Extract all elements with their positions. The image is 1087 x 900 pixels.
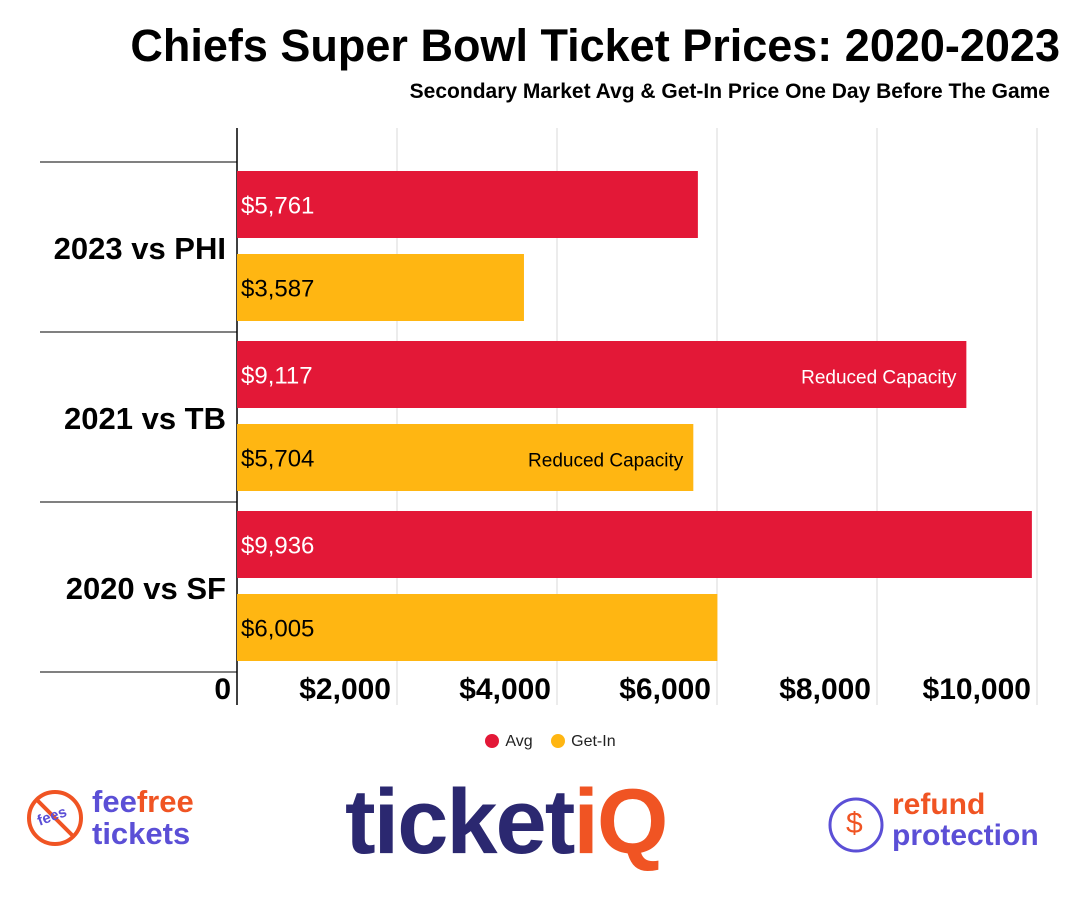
bar-annotation: Reduced Capacity xyxy=(801,368,957,389)
bar-avg xyxy=(237,171,698,238)
x-tick-label: 0 xyxy=(214,673,231,706)
bar-get-in xyxy=(237,594,718,661)
legend-getin-label: Get-In xyxy=(571,733,616,750)
x-tick-label: $6,000 xyxy=(619,673,711,706)
bar-chart: 0 $2,000 $4,000 $6,000 $8,000 $10,000 2023 vs … xyxy=(40,128,1038,706)
data-label: $9,936 xyxy=(241,533,314,560)
logo-protection: protection xyxy=(892,819,1039,852)
bar-avg xyxy=(237,511,1032,578)
legend-avg-label: Avg xyxy=(505,733,533,750)
legend: Avg Get-In xyxy=(0,733,1087,751)
x-tick-label: $8,000 xyxy=(779,673,871,706)
data-label: $9,117 xyxy=(241,363,313,390)
x-tick-label: $10,000 xyxy=(923,673,1031,706)
ticketiq-logo: ticketiQ xyxy=(345,770,668,875)
x-tick-label: $4,000 xyxy=(459,673,551,706)
bar-get-in xyxy=(237,424,694,491)
data-label: $3,587 xyxy=(241,276,314,303)
x-tick-label: $2,000 xyxy=(299,673,391,706)
data-label: $5,761 xyxy=(241,193,314,220)
logo-ticket: ticket xyxy=(345,771,575,873)
refund-icon xyxy=(828,797,884,853)
bar-annotation: Reduced Capacity xyxy=(528,451,684,472)
chart-title: Chiefs Super Bowl Ticket Prices: 2020-20… xyxy=(130,20,1060,71)
category-label: 2020 vs SF xyxy=(66,571,226,606)
logo-fee: fee xyxy=(92,784,137,819)
logo-free: free xyxy=(136,784,194,819)
dollar-symbol: $ xyxy=(846,807,863,840)
legend-getin-swatch xyxy=(551,734,566,748)
logo-iq: iQ xyxy=(573,771,668,873)
category-label: 2021 vs TB xyxy=(64,401,226,436)
logo-tickets: tickets xyxy=(92,816,191,851)
bar-get-in xyxy=(237,254,524,321)
data-label: $5,704 xyxy=(241,446,314,473)
no-fees-icon xyxy=(27,790,83,846)
logo-refund: refund xyxy=(892,788,986,821)
category-label: 2023 vs PHI xyxy=(54,231,226,266)
chart-subtitle: Secondary Market Avg & Get-In Price One … xyxy=(409,80,1050,103)
data-label: $6,005 xyxy=(241,616,314,643)
bar-avg xyxy=(237,341,967,408)
legend-avg-swatch xyxy=(485,734,500,748)
